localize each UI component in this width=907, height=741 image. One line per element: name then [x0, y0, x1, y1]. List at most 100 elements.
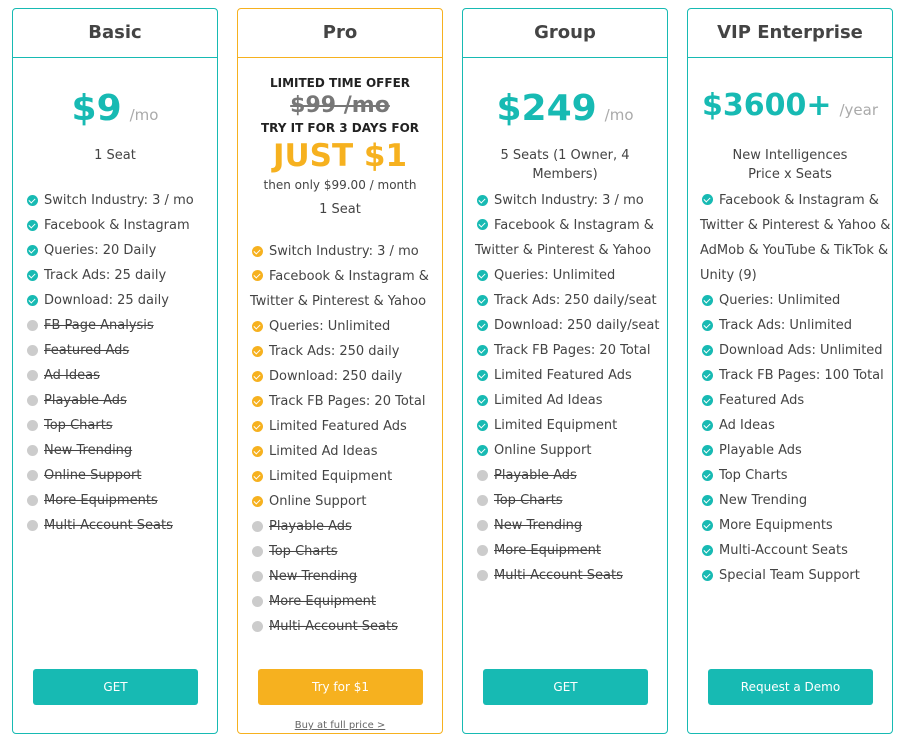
- feature-item: New Trending: [702, 488, 892, 513]
- get-button[interactable]: GET: [483, 669, 648, 705]
- check-icon: [477, 270, 488, 281]
- request-demo-button[interactable]: Request a Demo: [708, 669, 873, 705]
- feature-item: Facebook & Instagram & Twitter & Pintere…: [250, 264, 442, 314]
- feature-label: Download: 250 daily: [269, 369, 403, 384]
- disabled-dot-icon: [27, 420, 38, 431]
- feature-item: Top Charts: [252, 539, 442, 564]
- feature-label: Facebook & Instagram: [44, 218, 190, 233]
- plan-seats: 5 Seats (1 Owner, 4 Members): [500, 148, 630, 182]
- check-icon: [702, 545, 713, 556]
- buy-full-price-link[interactable]: Buy at full price >: [294, 720, 386, 731]
- check-icon: [252, 471, 263, 482]
- feature-item: Facebook & Instagram & Twitter & Pintere…: [475, 213, 667, 263]
- feature-label: Multi-Account Seats: [269, 619, 398, 634]
- feature-label: Special Team Support: [719, 568, 860, 583]
- feature-label: Track FB Pages: 20 Total: [269, 394, 426, 409]
- plan-period: /year: [839, 101, 879, 119]
- disabled-dot-icon: [27, 495, 38, 506]
- feature-label: Ad Ideas: [44, 368, 100, 383]
- feature-label: Download Ads: Unlimited: [719, 343, 883, 358]
- check-icon: [477, 445, 488, 456]
- feature-item: Limited Ad Ideas: [252, 439, 442, 464]
- check-icon: [252, 321, 263, 332]
- feature-item: Online Support: [27, 463, 217, 488]
- check-icon: [702, 570, 713, 581]
- plan-seats: 1 Seat: [319, 202, 361, 217]
- plan-title: Basic: [13, 9, 217, 58]
- check-icon: [477, 320, 488, 331]
- feature-item: New Trending: [477, 513, 667, 538]
- feature-label: New Trending: [44, 443, 133, 458]
- feature-label: Download: 25 daily: [44, 293, 169, 308]
- feature-label: Top Charts: [269, 544, 338, 559]
- feature-item: Track FB Pages: 100 Total: [702, 363, 892, 388]
- plan-card-pro: Pro LIMITED TIME OFFER $99 /mo TRY IT FO…: [237, 8, 443, 734]
- try-button[interactable]: Try for $1: [258, 669, 423, 705]
- feature-label: Playable Ads: [44, 393, 127, 408]
- feature-item: Download Ads: Unlimited: [702, 338, 892, 363]
- feature-item: Limited Equipment: [477, 413, 667, 438]
- feature-item: Limited Featured Ads: [252, 414, 442, 439]
- feature-list: Switch Industry: 3 / mo Facebook & Instag…: [13, 188, 217, 538]
- disabled-dot-icon: [252, 621, 263, 632]
- feature-label: Queries: Unlimited: [719, 293, 841, 308]
- feature-item: Playable Ads: [252, 514, 442, 539]
- plan-card-basic: Basic $9/mo 1 Seat Switch Industry: 3 / …: [12, 8, 218, 734]
- feature-list: Switch Industry: 3 / mo Facebook & Instag…: [238, 239, 442, 639]
- feature-label: Track FB Pages: 100 Total: [719, 368, 884, 383]
- feature-item: Featured Ads: [27, 338, 217, 363]
- plan-period: /mo: [604, 106, 634, 124]
- feature-item: Playable Ads: [702, 438, 892, 463]
- feature-label: Switch Industry: 3 / mo: [494, 193, 644, 208]
- feature-item: Switch Industry: 3 / mo: [252, 239, 442, 264]
- feature-label: Queries: Unlimited: [494, 268, 616, 283]
- feature-item: Ad Ideas: [27, 363, 217, 388]
- feature-item: Track Ads: 25 daily: [27, 263, 217, 288]
- feature-item: Limited Equipment: [252, 464, 442, 489]
- check-icon: [702, 445, 713, 456]
- get-button[interactable]: GET: [33, 669, 198, 705]
- feature-label: Limited Featured Ads: [269, 419, 407, 434]
- feature-label: More Equipments: [44, 493, 158, 508]
- plan-title: Group: [463, 9, 667, 58]
- feature-label: More Equipment: [269, 594, 376, 609]
- feature-label: Online Support: [269, 494, 367, 509]
- feature-item: Download: 250 daily/seat: [477, 313, 667, 338]
- feature-label: Queries: Unlimited: [269, 319, 391, 334]
- feature-label: Switch Industry: 3 / mo: [44, 193, 194, 208]
- feature-label: Online Support: [494, 443, 592, 458]
- feature-item: Online Support: [252, 489, 442, 514]
- then-price: then only $99.00 / month: [263, 178, 417, 192]
- feature-label: Limited Equipment: [494, 418, 618, 433]
- feature-item: Special Team Support: [702, 563, 892, 588]
- trial-price: JUST $1: [272, 138, 408, 174]
- disabled-dot-icon: [27, 345, 38, 356]
- feature-label: Multi-Account Seats: [719, 543, 848, 558]
- feature-item: More Equipments: [27, 488, 217, 513]
- feature-label: Playable Ads: [719, 443, 802, 458]
- check-icon: [252, 496, 263, 507]
- disabled-dot-icon: [477, 570, 488, 581]
- feature-item: Queries: Unlimited: [252, 314, 442, 339]
- check-icon: [702, 345, 713, 356]
- check-icon: [477, 195, 488, 206]
- feature-label: Track Ads: 25 daily: [44, 268, 167, 283]
- feature-label: Facebook & Instagram & Twitter & Pintere…: [250, 269, 429, 309]
- feature-label: Ad Ideas: [719, 418, 775, 433]
- feature-label: Online Support: [44, 468, 142, 483]
- check-icon: [702, 395, 713, 406]
- feature-item: New Trending: [252, 564, 442, 589]
- plan-period: /mo: [129, 106, 159, 124]
- disabled-dot-icon: [27, 370, 38, 381]
- feature-item: Top Charts: [27, 413, 217, 438]
- feature-label: Multi-Account Seats: [494, 568, 623, 583]
- feature-label: Limited Ad Ideas: [494, 393, 603, 408]
- feature-item: Track Ads: 250 daily/seat: [477, 288, 667, 313]
- plan-price: $9: [71, 88, 122, 129]
- disabled-dot-icon: [477, 495, 488, 506]
- check-icon: [477, 345, 488, 356]
- feature-item: Online Support: [477, 438, 667, 463]
- check-icon: [702, 370, 713, 381]
- feature-label: New Trending: [269, 569, 358, 584]
- feature-label: More Equipments: [719, 518, 833, 533]
